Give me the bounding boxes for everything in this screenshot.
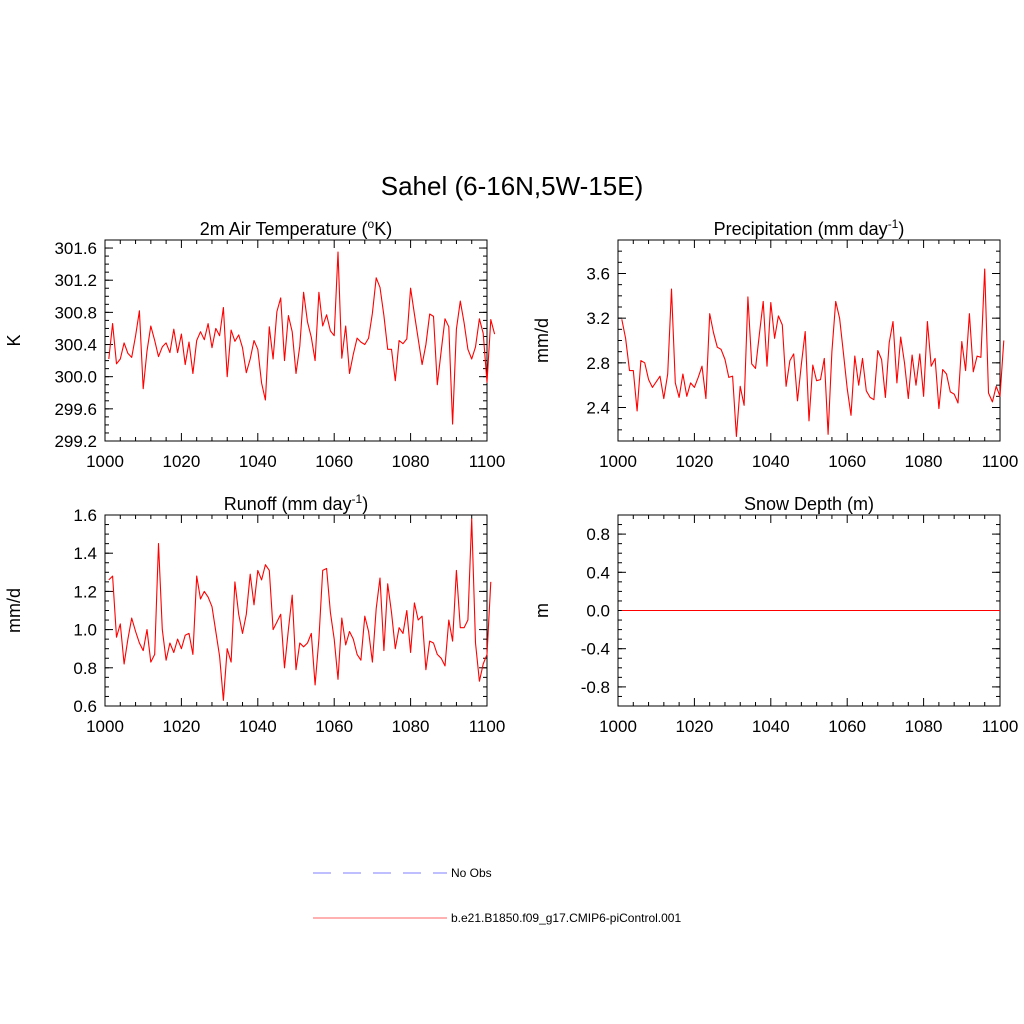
figure-title: Sahel (6-16N,5W-15E) xyxy=(381,171,644,201)
legend-label-no-obs: No Obs xyxy=(451,866,492,880)
y-tick-label: 0.4 xyxy=(586,563,610,582)
x-tick-label: 1100 xyxy=(469,717,506,736)
x-tick-label: 1100 xyxy=(982,717,1019,736)
x-tick-label: 1020 xyxy=(675,452,713,471)
air-temperature-panel-title: 2m Air Temperature (oK) xyxy=(200,217,392,239)
y-tick-label: 0.8 xyxy=(586,525,610,544)
y-tick-label: 0.6 xyxy=(73,697,97,716)
x-tick-label: 1060 xyxy=(315,717,353,736)
runoff-panel-title: Runoff (mm day-1) xyxy=(224,492,368,514)
x-tick-label: 1060 xyxy=(828,717,866,736)
x-tick-label: 1040 xyxy=(239,717,277,736)
precipitation-series-line xyxy=(621,268,1005,438)
y-tick-label: 0.8 xyxy=(73,659,97,678)
panel-runoff: 1000 1020 1040 1060 1080 1100 0.6 0.8 1.0 1.2 1.4 1… xyxy=(4,492,505,736)
y-tick-label: 3.6 xyxy=(586,265,610,284)
y-tick-label: 2.4 xyxy=(586,399,610,418)
x-tick-label: 1040 xyxy=(752,717,790,736)
panel-title-text: Snow Depth (m) xyxy=(744,494,874,514)
x-tick-label: 1040 xyxy=(239,452,277,471)
x-tick-label: 1080 xyxy=(392,717,430,736)
y-tick-label: 3.2 xyxy=(586,309,610,328)
y-tick-label: 301.6 xyxy=(54,239,97,258)
y-tick-label: 300.4 xyxy=(54,336,97,355)
legend-label-picontrol: b.e21.B1850.f09_g17.CMIP6-piControl.001 xyxy=(451,911,681,925)
x-tick-label: 1000 xyxy=(599,452,637,471)
y-tick-label: 1.2 xyxy=(73,582,97,601)
legend: No Obs b.e21.B1850.f09_g17.CMIP6-piContr… xyxy=(313,866,681,925)
precipitation-y-axis-label: mm/d xyxy=(532,318,552,363)
y-tick-label: 300.0 xyxy=(54,368,97,387)
snow-depth-y-axis-label: m xyxy=(532,603,552,618)
panel-title-tail: K) xyxy=(374,219,392,239)
x-tick-label: 1080 xyxy=(905,717,943,736)
y-tick-label: 301.2 xyxy=(54,271,97,290)
air-temperature-series-line xyxy=(108,251,496,425)
y-tick-label: 1.6 xyxy=(73,506,97,525)
x-tick-label: 1040 xyxy=(752,452,790,471)
runoff-series-line xyxy=(108,518,492,701)
panel-air-temperature: 1000 1020 1040 1060 1080 1100 299.2 299.6 300.0 3… xyxy=(4,217,505,471)
panel-title-superscript: -1 xyxy=(352,492,363,506)
x-tick-label: 1100 xyxy=(469,452,506,471)
x-tick-label: 1080 xyxy=(905,452,943,471)
snow-depth-panel-title: Snow Depth (m) xyxy=(744,494,874,514)
panel-title-text: Precipitation (mm day xyxy=(714,219,888,239)
panel-precipitation: 1000 1020 1040 1060 1080 1100 2.4 2.8 3.2 3.6 mm/d… xyxy=(532,217,1018,471)
panel-title-superscript: -1 xyxy=(888,217,899,231)
x-tick-label: 1080 xyxy=(392,452,430,471)
panel-title-text: 2m Air Temperature ( xyxy=(200,219,368,239)
x-tick-label: 1060 xyxy=(828,452,866,471)
x-tick-label: 1020 xyxy=(162,452,200,471)
air-temperature-plot-frame xyxy=(104,239,488,442)
x-tick-label: 1000 xyxy=(599,717,637,736)
x-tick-label: 1020 xyxy=(675,717,713,736)
panel-title-superscript: o xyxy=(368,217,375,231)
y-tick-label: 299.2 xyxy=(54,432,97,451)
y-tick-label: 300.8 xyxy=(54,303,97,322)
y-tick-label: 0.0 xyxy=(586,602,610,621)
precipitation-panel-title: Precipitation (mm day-1) xyxy=(714,217,905,239)
x-tick-label: 1100 xyxy=(982,452,1019,471)
y-tick-label: -0.4 xyxy=(581,640,610,659)
y-tick-label: -0.8 xyxy=(581,678,610,697)
y-tick-label: 1.4 xyxy=(73,544,97,563)
y-tick-label: 299.6 xyxy=(54,400,97,419)
air-temperature-y-axis-label: K xyxy=(4,334,24,346)
panel-snow-depth: 1000 1020 1040 1060 1080 1100 -0.8 -0.4 0.0 0.4 0.… xyxy=(532,494,1018,736)
panel-title-tail: ) xyxy=(362,494,368,514)
runoff-y-axis-label: mm/d xyxy=(4,588,24,633)
x-tick-label: 1060 xyxy=(315,452,353,471)
x-tick-label: 1000 xyxy=(86,717,124,736)
x-tick-label: 1000 xyxy=(86,452,124,471)
runoff-plot-frame xyxy=(104,514,488,707)
panel-title-tail: ) xyxy=(898,219,904,239)
y-tick-label: 1.0 xyxy=(73,621,97,640)
x-tick-label: 1020 xyxy=(162,717,200,736)
y-tick-label: 2.8 xyxy=(586,354,610,373)
panel-title-text: Runoff (mm day xyxy=(224,494,352,514)
